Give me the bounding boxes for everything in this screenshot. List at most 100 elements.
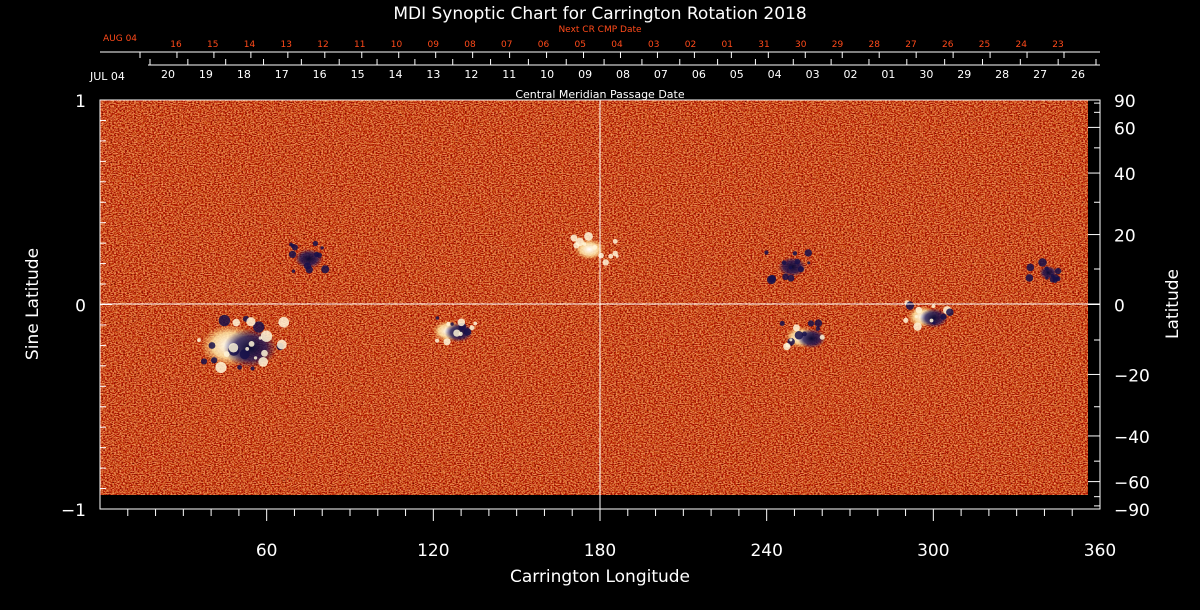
cmp-date-label: 29 [957,68,971,81]
negative-flux-speck [766,275,776,285]
negative-flux-speck [288,250,297,259]
active-region [197,314,290,374]
y-tick-label: 1 [75,92,86,112]
positive-flux-speck [457,318,466,327]
cmp-date-label: 26 [1071,68,1085,81]
cmp-date-label: 11 [502,68,516,81]
negative-flux-speck [932,320,936,325]
positive-flux-speck [931,304,936,309]
active-region [903,300,954,331]
x-tick-label: 240 [750,541,782,561]
lat-tick-label: −20 [1114,366,1150,386]
positive-flux-speck [228,342,239,353]
positive-flux-speck [570,234,578,242]
positive-flux-speck [435,338,440,343]
cmp-date-label: 14 [389,68,403,81]
negative-flux-speck [435,316,440,320]
negative-flux-speck [946,308,954,317]
positive-flux-speck [246,317,256,327]
cmp-date-label: 01 [881,68,895,81]
cmp-date-label: 19 [199,68,213,81]
negative-flux-speck [804,249,812,257]
negative-flux-speck [253,321,265,333]
negative-flux-speck [1049,276,1056,283]
active-region [288,240,330,274]
negative-flux-speck [1026,263,1035,272]
active-region [432,316,478,346]
negative-flux-speck [290,243,295,248]
next-cr-date-label: 08 [464,40,476,50]
positive-flux-speck [197,338,201,343]
negative-flux-speck [314,251,320,258]
lat-tick-label: −90 [1114,501,1150,521]
y-axis-title: Sine Latitude [23,248,43,360]
negative-flux-speck [1055,276,1061,282]
negative-flux-speck [781,260,787,266]
negative-flux-speck [1025,274,1034,282]
negative-flux-speck [792,251,798,256]
bottom-dark-band [100,495,1088,505]
next-cr-date-label: 28 [869,40,881,50]
positive-flux-speck [278,316,290,328]
negative-flux-speck [764,250,769,255]
positive-flux-speck [582,242,587,246]
positive-flux-speck [453,329,461,337]
latitude-axis: 90 60 40 20 0 −20 −40 −60 −90 [1088,92,1150,521]
positive-flux-speck [258,357,269,367]
negative-flux-speck [807,261,811,265]
cmp-date-label: 10 [540,68,554,81]
positive-flux-speck [260,330,273,342]
lat-tick-label: −60 [1114,474,1150,494]
positive-flux-speck [223,351,230,357]
cmp-date-label: 27 [1033,68,1047,81]
longitude-axis: 60 120 180 240 300 360 [127,509,1116,561]
negative-flux-speck [239,349,250,360]
cmp-date-label: 30 [919,68,933,81]
x-tick-label: 360 [1084,541,1116,561]
negative-flux-speck [1044,266,1049,271]
positive-flux-speck [232,318,241,327]
cmp-date-label: 03 [806,68,820,81]
negative-flux-speck [320,246,324,250]
lat-tick-label: 20 [1114,227,1136,247]
y-tick-label: −1 [61,501,86,521]
next-cr-axis-label: Next CR CMP Date [558,25,642,35]
negative-flux-speck [210,357,218,364]
negative-flux-speck [779,320,785,326]
next-cr-date-label: 25 [979,40,990,50]
positive-flux-speck [915,306,923,314]
cmp-date-label: 18 [237,68,251,81]
cmp-date-label: 17 [275,68,289,81]
negative-flux-speck [208,342,216,349]
negative-flux-speck [250,366,255,371]
positive-flux-speck [443,338,451,346]
lat-tick-label: 0 [1114,297,1125,317]
x-axis-title: Carrington Longitude [510,567,690,587]
cmp-date-label: 08 [616,68,630,81]
next-cr-date-label: 04 [611,40,623,50]
lat-tick-label: −40 [1114,428,1150,448]
positive-flux-speck [446,321,451,326]
next-cr-date-label: 09 [428,40,440,50]
next-cr-date-label: 13 [281,40,292,50]
next-cr-date-label: 14 [244,40,256,50]
cmp-axis-label: Central Meridian Passage Date [515,88,684,101]
negative-flux-speck [794,330,804,340]
x-tick-label: 120 [417,541,449,561]
next-cr-date-label: 06 [538,40,550,50]
positive-flux-speck [819,334,825,340]
negative-flux-speck [321,265,330,274]
positive-flux-speck [783,342,791,351]
positive-flux-speck [248,341,255,347]
negative-flux-speck [905,301,915,310]
positive-flux-speck [789,338,793,342]
next-cr-month-label: AUG 04 [103,34,137,44]
negative-flux-speck [807,320,815,327]
positive-flux-speck [612,238,618,244]
negative-flux-speck [782,273,789,281]
negative-flux-speck [815,326,821,331]
cmp-date-label: 13 [426,68,440,81]
next-cr-date-label: 26 [942,40,954,50]
negative-flux-speck [200,358,208,365]
